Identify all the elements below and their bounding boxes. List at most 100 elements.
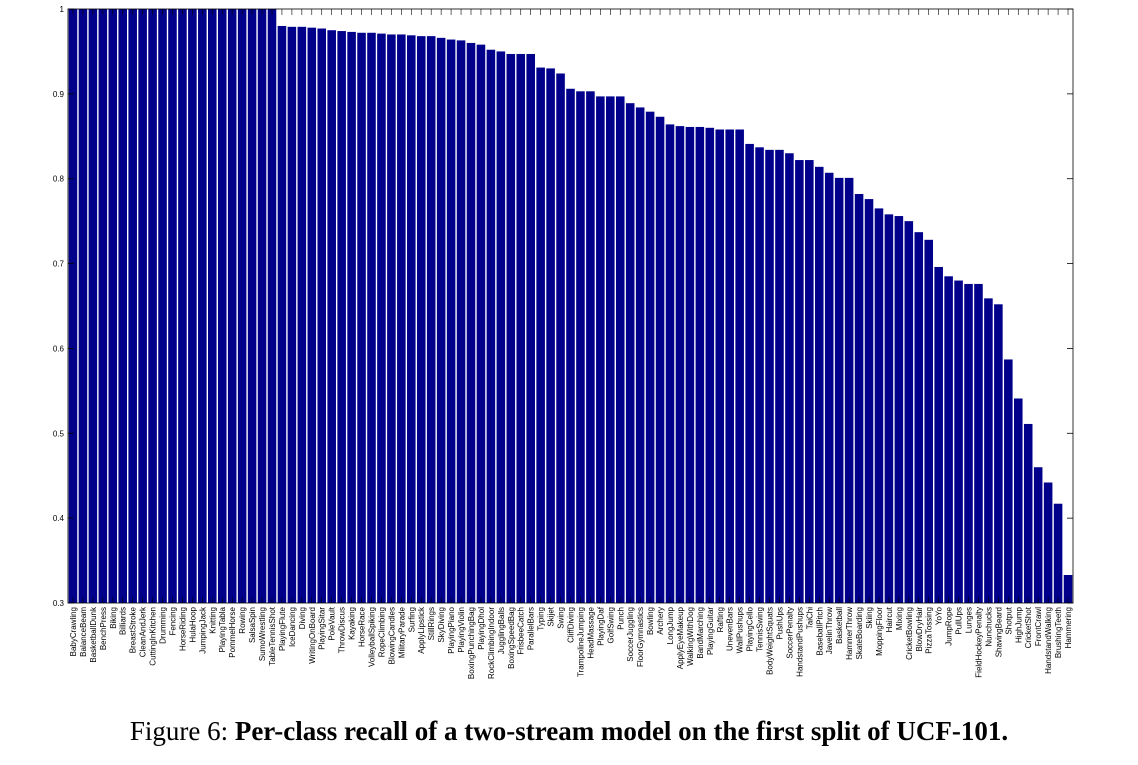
bar-WalkingWithDog bbox=[685, 126, 695, 603]
x-tick-label: PizzaTossing bbox=[925, 607, 934, 654]
bar-Lunges bbox=[964, 283, 973, 603]
bar-Surfing bbox=[407, 35, 416, 604]
bar-HulaHoop bbox=[188, 9, 197, 603]
bar-CleanAndJerk bbox=[138, 9, 147, 603]
bar-Shotput bbox=[1004, 359, 1013, 603]
bar-BoxingPunchingBag bbox=[466, 42, 476, 603]
x-tick-label: ShavingBeard bbox=[994, 607, 1003, 657]
x-tick-label: Knitting bbox=[208, 607, 217, 634]
bar-WritingOnBoard bbox=[307, 27, 317, 604]
bar-GolfSwing bbox=[606, 96, 615, 604]
x-tick-label: TaiChi bbox=[805, 607, 814, 629]
bar-FieldHockeyPenalty bbox=[974, 283, 983, 603]
x-tick-label: RopeClimbing bbox=[377, 607, 386, 657]
bar-BandMarching bbox=[695, 126, 705, 603]
bar-JumpingJack bbox=[198, 9, 207, 603]
x-tick-label: Biking bbox=[109, 607, 118, 629]
bar-Haircut bbox=[884, 214, 894, 603]
bar-PlayingPiano bbox=[446, 39, 456, 604]
bar-Nunchucks bbox=[984, 298, 993, 603]
x-tick-label: BabyCrawling bbox=[69, 607, 78, 656]
x-tick-label: PlayingViolin bbox=[457, 607, 466, 653]
x-tick-label: WallPushups bbox=[736, 607, 745, 653]
bar-Typing bbox=[536, 67, 545, 604]
x-tick-label: CleanAndJerk bbox=[139, 606, 148, 657]
bar-SoccerPenalty bbox=[785, 153, 794, 603]
bar-ParallelBars bbox=[526, 53, 535, 604]
bar-RopeClimbing bbox=[377, 33, 386, 604]
bar-BasketballDunk bbox=[88, 9, 98, 603]
x-tick-label: PlayingTabla bbox=[218, 606, 227, 652]
bar-SkyDiving bbox=[436, 37, 446, 604]
y-tick-label: 0.8 bbox=[53, 175, 65, 184]
bar-Bowling bbox=[645, 111, 655, 604]
bar-Hammering bbox=[1063, 575, 1073, 603]
x-tick-label: Hammering bbox=[1064, 607, 1073, 648]
y-tick-label: 0.4 bbox=[53, 514, 65, 523]
bar-FrontCrawl bbox=[1033, 467, 1043, 603]
bar-ThrowDiscus bbox=[337, 31, 346, 604]
y-tick-label: 0.5 bbox=[53, 429, 65, 438]
x-tick-label: YoYo bbox=[935, 606, 944, 625]
x-tick-label: BalanceBeam bbox=[79, 607, 88, 657]
x-tick-label: HammerThrow bbox=[845, 607, 854, 660]
bar-Swing bbox=[556, 73, 565, 604]
bar-HorseRiding bbox=[178, 9, 187, 603]
bar-PullUps bbox=[954, 280, 963, 603]
x-axis-ticks: BabyCrawling BalanceBeam BasketballDunk Ben… bbox=[69, 9, 1073, 679]
recall-bar-chart: 0.3 0.4 0.5 0.6 0.7 0.8 0.9 1 BabyCrawling Balan… bbox=[53, 5, 1074, 679]
bar-HorseRace bbox=[357, 32, 366, 603]
bar-Punch bbox=[615, 96, 625, 604]
bar-PlayingDhol bbox=[476, 44, 486, 603]
bar-Billiards bbox=[118, 9, 128, 603]
x-tick-label: PlayingCello bbox=[746, 606, 755, 651]
x-tick-label: HandstandPushups bbox=[795, 607, 804, 677]
bar-SalsaSpin bbox=[247, 9, 257, 603]
x-tick-label: Mixing bbox=[895, 607, 904, 630]
bar-PlayingGuitar bbox=[705, 127, 715, 604]
x-tick-label: TennisSwing bbox=[756, 607, 765, 652]
bar-JumpRope bbox=[944, 276, 953, 603]
x-tick-label: SumoWrestling bbox=[258, 607, 267, 661]
x-tick-label: Archery bbox=[656, 607, 665, 635]
x-tick-label: PlayingGuitar bbox=[706, 607, 715, 655]
bar-Fencing bbox=[168, 9, 177, 603]
x-tick-label: GolfSwing bbox=[606, 607, 615, 643]
y-tick-label: 0.3 bbox=[53, 599, 65, 608]
x-tick-label: BreastStroke bbox=[129, 606, 138, 653]
bar-Mixing bbox=[894, 216, 904, 604]
bar-TaiChi bbox=[805, 160, 814, 604]
x-tick-label: TrampolineJumping bbox=[576, 607, 585, 677]
bar-CricketShot bbox=[1023, 423, 1033, 603]
bar-JavelinThrow bbox=[824, 172, 834, 603]
x-tick-label: CliffDiving bbox=[567, 607, 576, 643]
x-tick-label: Surfing bbox=[407, 607, 416, 632]
x-tick-label: RockClimbingIndoor bbox=[487, 607, 496, 679]
x-tick-label: Rowing bbox=[238, 607, 247, 634]
bar-PizzaTossing bbox=[924, 239, 933, 603]
caption-text: Per-class recall of a two-stream model o… bbox=[234, 716, 1009, 746]
x-tick-label: SoccerJuggling bbox=[626, 607, 635, 662]
x-tick-label: Fencing bbox=[168, 607, 177, 635]
x-tick-label: JumpRope bbox=[945, 606, 954, 645]
bar-FrisbeeCatch bbox=[516, 53, 526, 604]
x-tick-label: CuttingInKitchen bbox=[149, 607, 158, 666]
bar-Kayaking bbox=[347, 31, 356, 604]
y-tick-label: 1 bbox=[60, 5, 65, 14]
bar-BreastStroke bbox=[128, 9, 137, 603]
x-tick-label: MoppingFloor bbox=[875, 607, 884, 656]
bar-WallPushups bbox=[735, 129, 744, 603]
x-tick-label: BandMarching bbox=[696, 607, 705, 659]
x-tick-label: Nunchucks bbox=[984, 607, 993, 647]
x-tick-label: ThrowDiscus bbox=[338, 607, 347, 653]
bar-YoYo bbox=[934, 266, 943, 603]
x-tick-label: Bowling bbox=[646, 607, 655, 635]
bar-Basketball bbox=[834, 177, 844, 603]
bar-BodyWeightSquats bbox=[765, 149, 774, 604]
x-tick-label: HulaHoop bbox=[188, 606, 197, 642]
figure-caption: Figure 6: Per-class recall of a two-stre… bbox=[0, 716, 1138, 747]
x-tick-label: ApplyLipstick bbox=[417, 606, 426, 654]
bar-ApplyEyeMakeup bbox=[675, 126, 685, 603]
x-tick-label: BoxingPunchingBag bbox=[467, 607, 476, 679]
bar-VolleyballSpiking bbox=[367, 32, 376, 603]
